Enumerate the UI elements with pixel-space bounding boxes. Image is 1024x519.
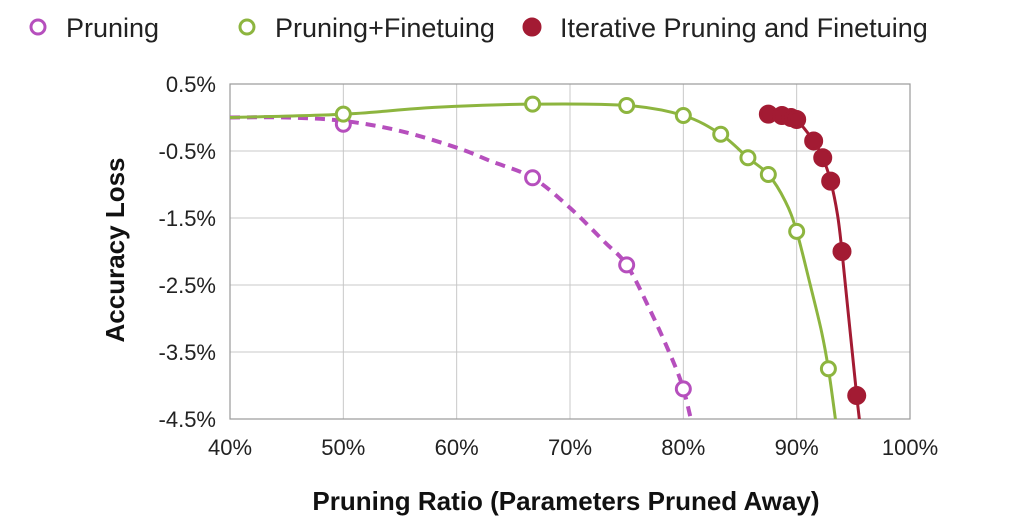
series-lines	[229, 102, 861, 419]
series-markers	[334, 95, 837, 378]
data-point	[759, 165, 777, 183]
legend-label: Iterative Pruning and Finetuing	[560, 13, 928, 43]
y-tick-label: -4.5%	[159, 407, 216, 432]
legend-label: Pruning+Finetuing	[275, 13, 495, 43]
legend-label: Pruning	[66, 13, 159, 43]
data-point	[819, 360, 837, 378]
plot-frame	[229, 83, 911, 420]
data-point	[739, 149, 757, 167]
legend: Pruning Pruning+Finetuing Iterative Prunin…	[29, 13, 928, 43]
data-point	[712, 125, 730, 143]
data-point	[674, 380, 692, 398]
data-point	[334, 105, 352, 123]
x-axis-title: Pruning Ratio (Parameters Pruned Away)	[312, 486, 819, 516]
plot-border	[229, 83, 911, 420]
x-tick-label: 80%	[661, 435, 705, 460]
plot-area	[229, 95, 867, 419]
x-tick-labels: 40% 50% 60% 70% 80% 90% 100%	[208, 435, 938, 460]
data-point	[813, 148, 833, 168]
data-point	[832, 242, 852, 261]
series-markers	[334, 115, 692, 398]
x-tick-label: 70%	[548, 435, 592, 460]
data-point	[674, 106, 692, 124]
y-tick-label: 0.5%	[166, 72, 216, 97]
x-tick-label: 40%	[208, 435, 252, 460]
y-axis-title: Accuracy Loss	[100, 158, 130, 343]
data-point	[821, 171, 841, 191]
legend-item: Pruning	[29, 13, 159, 43]
data-point	[618, 256, 636, 274]
legend-marker	[238, 18, 256, 36]
legend-marker	[522, 17, 542, 37]
series-markers	[758, 104, 867, 406]
data-point	[618, 96, 636, 114]
legend-item: Pruning+Finetuing	[238, 13, 495, 43]
data-point	[787, 110, 807, 130]
legend-marker	[29, 18, 47, 36]
y-tick-label: -3.5%	[159, 340, 216, 365]
x-tick-label: 90%	[775, 435, 819, 460]
data-point	[524, 95, 542, 113]
x-tick-label: 100%	[882, 435, 938, 460]
y-tick-label: -1.5%	[159, 206, 216, 231]
data-point	[847, 386, 867, 406]
legend-item: Iterative Pruning and Finetuing	[522, 13, 928, 43]
y-tick-labels: 0.5% -0.5% -1.5% -2.5% -3.5% -4.5%	[159, 72, 216, 432]
y-tick-label: -2.5%	[159, 273, 216, 298]
x-tick-label: 60%	[435, 435, 479, 460]
data-point	[788, 222, 806, 240]
y-tick-label: -0.5%	[159, 139, 216, 164]
x-tick-label: 50%	[321, 435, 365, 460]
data-point	[524, 169, 542, 187]
series-line-pruning-finetuing	[229, 102, 837, 419]
data-point	[804, 131, 824, 151]
gridlines	[230, 84, 910, 419]
